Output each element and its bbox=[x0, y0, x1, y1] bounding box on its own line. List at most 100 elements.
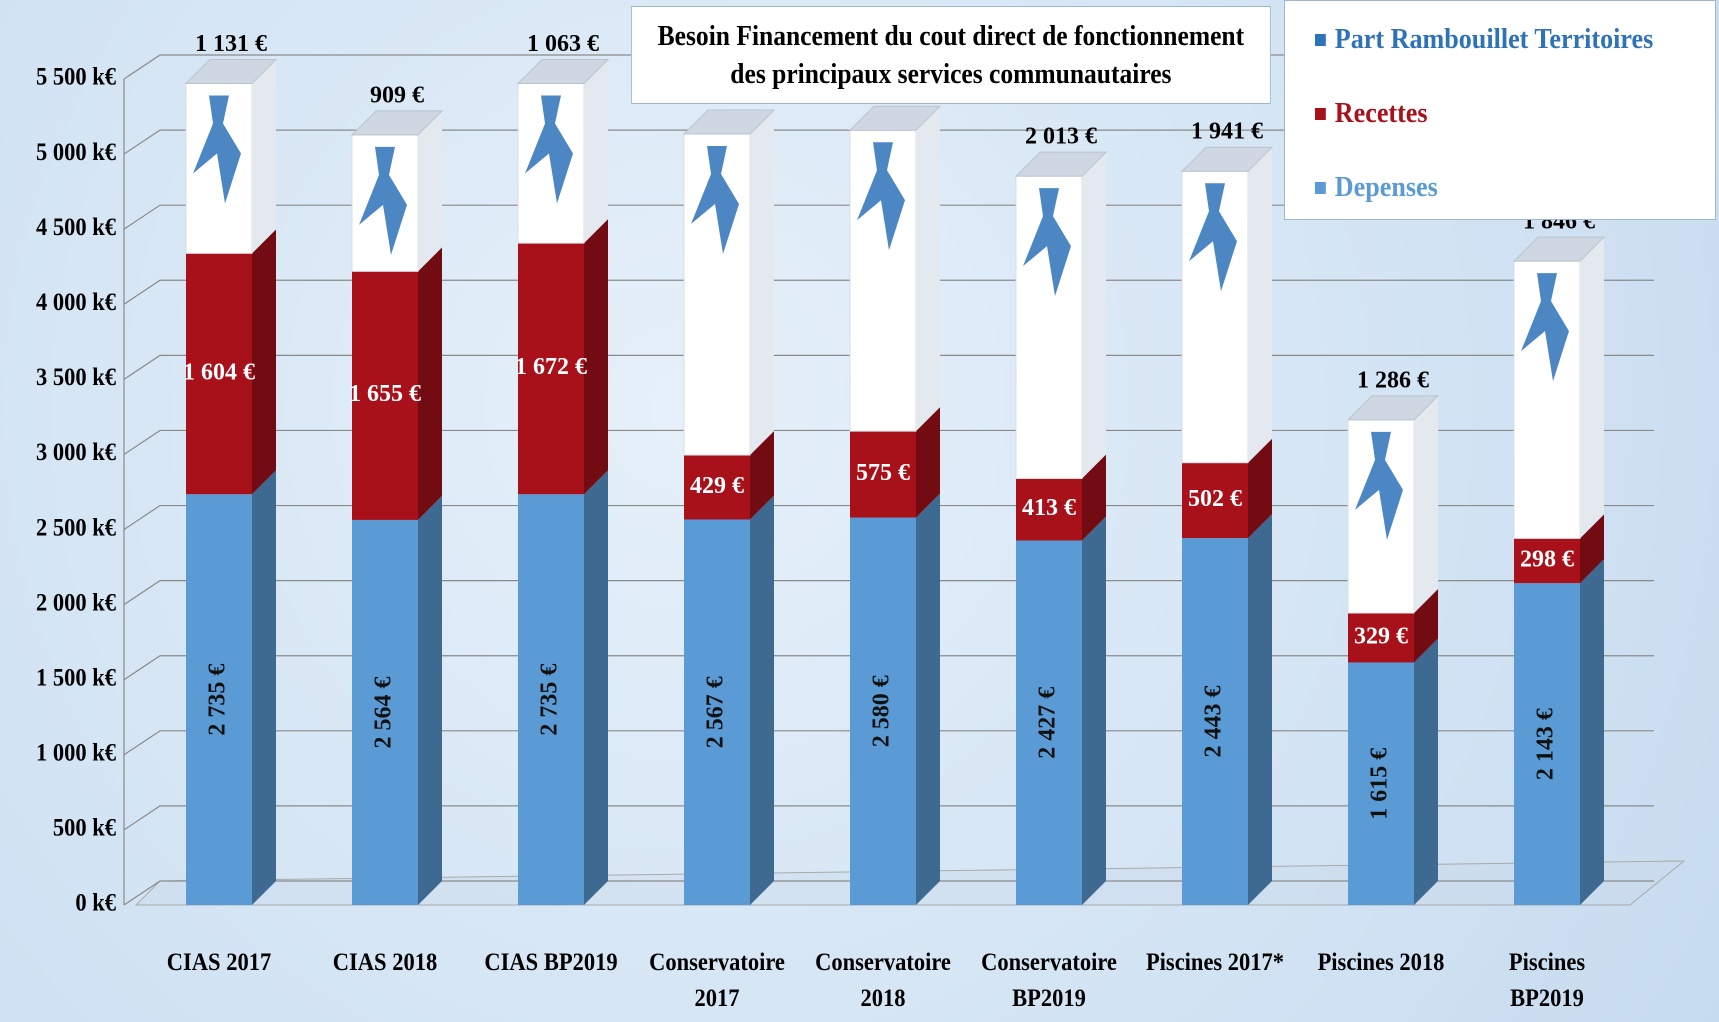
legend: Part Rambouillet Territoires Recettes Depe… bbox=[1284, 0, 1716, 220]
bar-segment bbox=[1514, 583, 1580, 905]
grid-line bbox=[123, 354, 1654, 380]
bar-side bbox=[252, 229, 276, 495]
bar-segment bbox=[1016, 540, 1082, 905]
bar-top bbox=[1014, 151, 1108, 177]
bar-side bbox=[750, 109, 774, 456]
bar-side bbox=[252, 470, 276, 905]
deer-motif bbox=[525, 95, 573, 204]
x-tick-label: Conservatoire BP2019 bbox=[981, 949, 1117, 1012]
bar-side bbox=[584, 219, 608, 495]
value-label: 2 013 € bbox=[1025, 124, 1097, 150]
bar-side bbox=[584, 59, 608, 244]
bar-segment bbox=[352, 271, 418, 520]
legend-swatch bbox=[1315, 107, 1326, 120]
legend-item: Recettes bbox=[1315, 97, 1428, 130]
y-tick-label: 4 500 k€ bbox=[36, 214, 116, 241]
legend-swatch bbox=[1315, 181, 1326, 194]
grid-line bbox=[123, 655, 1654, 681]
value-label: 909 € bbox=[370, 82, 424, 108]
bar-segment bbox=[684, 519, 750, 905]
value-label: 2 735 € bbox=[537, 664, 563, 736]
value-label: 1 604 € bbox=[183, 359, 255, 385]
bar-segment bbox=[850, 431, 916, 518]
value-label: 2 564 € bbox=[371, 676, 397, 748]
bar-segment bbox=[518, 243, 584, 495]
bar-top bbox=[1180, 146, 1274, 172]
x-tick-label: Piscines 2017* bbox=[1145, 949, 1285, 976]
bar-side bbox=[1248, 438, 1272, 539]
value-label: 575 € bbox=[856, 460, 910, 486]
grid-line bbox=[123, 129, 1654, 155]
deer-motif bbox=[857, 142, 905, 251]
bar-side bbox=[750, 495, 774, 905]
y-tick-label: 4 000 k€ bbox=[36, 289, 116, 316]
x-tick-label: CIAS BP2019 bbox=[484, 949, 618, 976]
y-tick-label: 3 000 k€ bbox=[36, 439, 116, 466]
value-label: 1 286 € bbox=[1357, 367, 1429, 393]
bar-side bbox=[1414, 638, 1438, 905]
bar-side bbox=[916, 493, 940, 905]
bar-side bbox=[916, 407, 940, 518]
grid-line bbox=[123, 880, 1654, 906]
deer-motif bbox=[1189, 183, 1237, 292]
bar-side bbox=[1580, 559, 1604, 905]
bar-segment bbox=[352, 519, 418, 905]
bar-top bbox=[1346, 395, 1440, 421]
value-label: 429 € bbox=[690, 473, 744, 499]
value-label: 2 567 € bbox=[703, 676, 729, 748]
bar-segment bbox=[1182, 462, 1248, 539]
bar-side bbox=[418, 110, 442, 272]
y-tick-label: 3 500 k€ bbox=[36, 364, 116, 391]
bar-top bbox=[516, 59, 610, 85]
bar-segment bbox=[1348, 662, 1414, 905]
bar-side bbox=[1082, 454, 1106, 541]
bar-side bbox=[1580, 237, 1604, 539]
x-tick-label: CIAS 2018 bbox=[332, 949, 438, 976]
grid-line bbox=[123, 279, 1654, 305]
bar-top bbox=[848, 105, 942, 131]
deer-motif bbox=[1521, 273, 1569, 382]
bar-side bbox=[1414, 589, 1438, 663]
value-label: 1 655 € bbox=[349, 381, 421, 407]
y-tick-label: 5 500 k€ bbox=[36, 64, 116, 91]
bar-segment bbox=[850, 517, 916, 905]
bar-segment bbox=[1348, 613, 1414, 663]
deer-motif bbox=[691, 145, 739, 254]
x-tick-label: Piscines BP2019 bbox=[1508, 949, 1586, 1012]
bar-side bbox=[584, 470, 608, 905]
grid-line bbox=[123, 730, 1654, 756]
bar-segment bbox=[1514, 538, 1580, 584]
value-label: 2 580 € bbox=[869, 675, 895, 747]
x-tick-label: CIAS 2017 bbox=[166, 949, 272, 976]
value-label: 1 615 € bbox=[1367, 748, 1393, 820]
value-label: 2 443 € bbox=[1201, 686, 1227, 758]
legend-item: Depenses bbox=[1315, 171, 1438, 204]
value-label: 2 143 € bbox=[1533, 708, 1559, 780]
bar-side bbox=[1082, 152, 1106, 479]
value-label: 2 735 € bbox=[205, 664, 231, 736]
bar-side bbox=[418, 247, 442, 520]
y-tick-label: 2 000 k€ bbox=[36, 589, 116, 616]
bar-side bbox=[916, 106, 940, 432]
bar-segment bbox=[684, 455, 750, 520]
x-tick-label: Piscines 2018 bbox=[1317, 949, 1445, 976]
bar-top bbox=[350, 110, 444, 136]
y-tick-label: 1 000 k€ bbox=[36, 740, 116, 767]
y-tick-label: 5 000 k€ bbox=[36, 139, 116, 166]
bar-segment bbox=[186, 494, 252, 905]
value-label: 329 € bbox=[1354, 623, 1408, 649]
grid-line bbox=[123, 504, 1654, 531]
bar-side bbox=[1082, 516, 1106, 905]
bar-segment bbox=[186, 253, 252, 495]
y-tick-label: 500 k€ bbox=[53, 815, 116, 842]
x-tick-label: Conservatoire 2018 bbox=[815, 949, 951, 1012]
bar-side bbox=[1248, 147, 1272, 463]
legend-label: Depenses bbox=[1334, 171, 1438, 203]
bar-side bbox=[750, 431, 774, 520]
grid-line bbox=[123, 805, 1654, 831]
deer-motif bbox=[1355, 431, 1403, 540]
grid-line bbox=[123, 204, 1654, 230]
grid-line bbox=[123, 580, 1654, 606]
x-tick-label: Conservatoire 2017 bbox=[649, 949, 785, 1012]
